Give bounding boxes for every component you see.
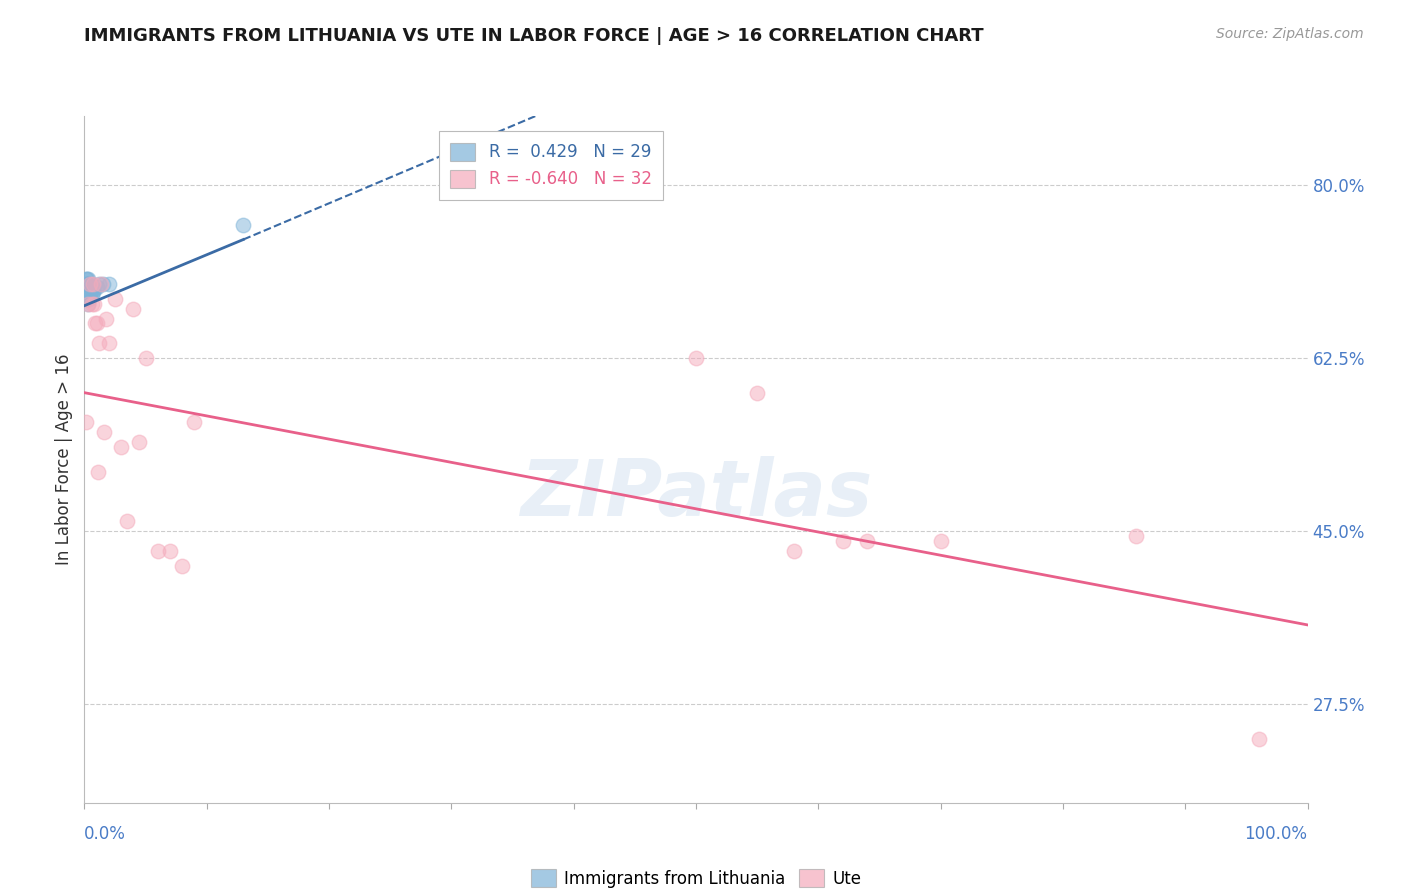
Point bbox=[86, 280, 108, 294]
Point bbox=[77, 277, 100, 291]
Point bbox=[77, 297, 100, 311]
Point bbox=[76, 292, 98, 306]
Point bbox=[82, 277, 104, 291]
Point bbox=[77, 297, 100, 311]
Point bbox=[82, 285, 104, 299]
Point bbox=[77, 282, 100, 296]
Legend: Immigrants from Lithuania, Ute: Immigrants from Lithuania, Ute bbox=[524, 863, 868, 892]
Point bbox=[79, 279, 101, 293]
Point bbox=[80, 297, 103, 311]
Point bbox=[1247, 731, 1270, 746]
Point bbox=[856, 533, 879, 548]
Point bbox=[831, 533, 853, 548]
Point bbox=[783, 543, 806, 558]
Point bbox=[97, 336, 120, 351]
Point bbox=[77, 277, 100, 291]
Point bbox=[76, 282, 98, 296]
Point bbox=[685, 351, 707, 365]
Point bbox=[87, 277, 110, 291]
Point bbox=[159, 543, 181, 558]
Point bbox=[80, 282, 103, 296]
Point bbox=[96, 311, 118, 326]
Point bbox=[80, 286, 103, 301]
Point bbox=[87, 465, 110, 479]
Point bbox=[79, 277, 101, 291]
Point bbox=[97, 277, 120, 291]
Text: ZIPatlas: ZIPatlas bbox=[520, 456, 872, 532]
Text: 100.0%: 100.0% bbox=[1244, 825, 1308, 843]
Point bbox=[76, 277, 98, 291]
Point bbox=[79, 289, 101, 303]
Point bbox=[172, 558, 194, 573]
Text: Source: ZipAtlas.com: Source: ZipAtlas.com bbox=[1216, 27, 1364, 41]
Point bbox=[110, 440, 132, 454]
Point bbox=[122, 301, 145, 316]
Point bbox=[86, 317, 108, 331]
Point bbox=[76, 272, 98, 286]
Point bbox=[90, 277, 112, 291]
Point bbox=[77, 272, 100, 286]
Point bbox=[76, 286, 98, 301]
Point bbox=[87, 336, 110, 351]
Text: IMMIGRANTS FROM LITHUANIA VS UTE IN LABOR FORCE | AGE > 16 CORRELATION CHART: IMMIGRANTS FROM LITHUANIA VS UTE IN LABO… bbox=[84, 27, 984, 45]
Point bbox=[1125, 529, 1147, 543]
Point bbox=[135, 351, 157, 365]
Point bbox=[115, 514, 138, 528]
Point bbox=[83, 297, 105, 311]
Point bbox=[77, 286, 100, 301]
Point bbox=[75, 282, 97, 296]
Point bbox=[77, 286, 100, 301]
Point bbox=[84, 317, 107, 331]
Point bbox=[232, 218, 254, 232]
Point bbox=[183, 415, 205, 429]
Point bbox=[91, 277, 114, 291]
Point bbox=[104, 292, 127, 306]
Point bbox=[747, 385, 769, 400]
Point bbox=[75, 272, 97, 286]
Point bbox=[75, 277, 97, 291]
Point bbox=[128, 435, 150, 450]
Point bbox=[77, 282, 100, 296]
Point bbox=[83, 282, 105, 296]
Point bbox=[146, 543, 169, 558]
Text: 0.0%: 0.0% bbox=[84, 825, 127, 843]
Point bbox=[75, 415, 97, 429]
Y-axis label: In Labor Force | Age > 16: In Labor Force | Age > 16 bbox=[55, 353, 73, 566]
Point bbox=[79, 284, 101, 298]
Point bbox=[93, 425, 115, 440]
Point bbox=[929, 533, 952, 548]
Point bbox=[77, 292, 100, 306]
